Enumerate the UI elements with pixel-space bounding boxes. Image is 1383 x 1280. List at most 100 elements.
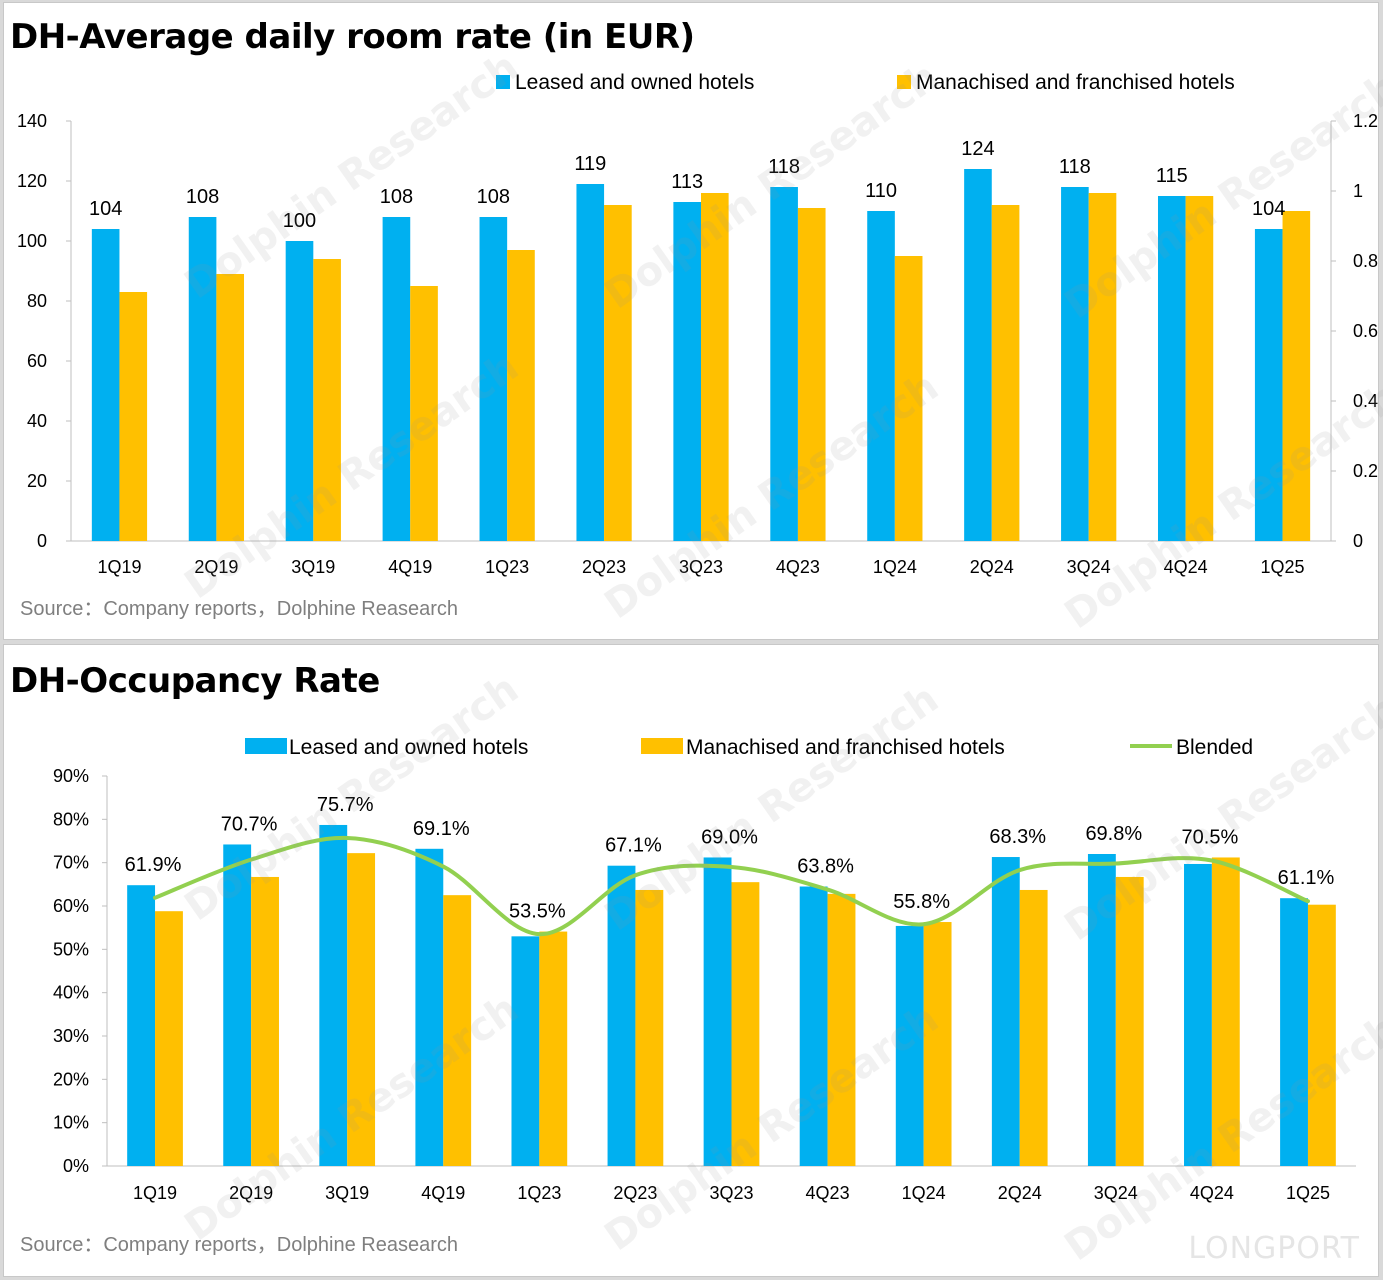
y2-tick-label: 0 — [1353, 531, 1363, 551]
y-tick-label: 80 — [27, 291, 47, 311]
data-label: 104 — [1252, 198, 1285, 220]
legend-swatch — [496, 75, 510, 89]
x-tick-label: 3Q24 — [1067, 557, 1111, 577]
legend-label: Manachised and franchised hotels — [686, 736, 1005, 759]
bar-manachised-franchised — [701, 193, 729, 541]
legend-swatch — [245, 738, 287, 754]
x-tick-label: 4Q19 — [388, 557, 432, 577]
data-label: 67.1% — [605, 835, 662, 857]
x-tick-label: 1Q24 — [873, 557, 917, 577]
x-tick-label: 4Q19 — [421, 1183, 465, 1203]
bar-manachised-franchised — [1307, 904, 1336, 1166]
x-tick-label: 1Q19 — [97, 557, 141, 577]
legend-swatch — [897, 75, 911, 89]
x-tick-label: 4Q23 — [776, 557, 820, 577]
y-tick-label: 0% — [63, 1156, 89, 1176]
bar-manachised-franchised — [731, 882, 760, 1166]
bar-manachised-franchised — [539, 931, 568, 1166]
bar-manachised-franchised — [410, 286, 438, 541]
data-label: 110 — [865, 180, 897, 202]
bar-manachised-franchised — [1115, 876, 1144, 1166]
x-tick-label: 2Q23 — [582, 557, 626, 577]
y-tick-label: 40 — [27, 411, 47, 431]
y-tick-label: 20% — [53, 1069, 89, 1089]
data-label: 53.5% — [509, 901, 566, 923]
y-tick-label: 70% — [53, 853, 89, 873]
legend-label: Blended — [1176, 736, 1253, 759]
y2-tick-label: 0.2 — [1353, 461, 1378, 481]
data-label: 69.0% — [701, 826, 758, 848]
x-tick-label: 1Q25 — [1286, 1183, 1330, 1203]
bar-leased-owned — [703, 857, 732, 1166]
data-label: 70.7% — [221, 813, 278, 835]
bar-manachised-franchised — [1185, 196, 1214, 541]
y-tick-label: 30% — [53, 1026, 89, 1046]
data-label: 69.1% — [413, 818, 470, 840]
data-label: 104 — [89, 198, 122, 220]
x-tick-label: 4Q24 — [1164, 557, 1208, 577]
data-label: 70.5% — [1182, 826, 1239, 848]
y2-tick-label: 0.8 — [1353, 251, 1378, 271]
y-tick-label: 20 — [27, 471, 47, 491]
bar-manachised-franchised — [604, 205, 632, 541]
bar-leased-owned — [479, 217, 508, 541]
blended-line — [153, 835, 1310, 937]
bar-leased-owned — [991, 857, 1020, 1166]
bar-manachised-franchised — [443, 895, 472, 1166]
x-tick-label: 1Q19 — [133, 1183, 177, 1203]
y2-tick-label: 0.4 — [1353, 391, 1378, 411]
data-label: 119 — [574, 153, 606, 175]
bar-manachised-franchised — [155, 911, 183, 1166]
bar-leased-owned — [964, 169, 992, 541]
legend-label: Leased and owned hotels — [515, 71, 754, 94]
data-label: 63.8% — [797, 856, 854, 878]
bar-manachised-franchised — [1211, 857, 1240, 1166]
x-tick-label: 2Q24 — [998, 1183, 1042, 1203]
x-tick-label: 3Q19 — [325, 1183, 369, 1203]
data-label: 75.7% — [317, 794, 374, 816]
bar-leased-owned — [319, 824, 348, 1166]
bar-leased-owned — [895, 925, 924, 1166]
x-tick-label: 1Q24 — [902, 1183, 946, 1203]
bar-manachised-franchised — [635, 889, 664, 1166]
bar-manachised-franchised — [1282, 211, 1311, 541]
y2-tick-label: 1 — [1353, 181, 1363, 201]
adr-chart-title: DH-Average daily room rate (in EUR) — [10, 17, 695, 57]
bar-leased-owned — [415, 848, 444, 1166]
bar-manachised-franchised — [119, 292, 148, 541]
x-tick-label: 3Q24 — [1094, 1183, 1138, 1203]
bar-leased-owned — [127, 885, 156, 1166]
x-tick-label: 1Q25 — [1261, 557, 1305, 577]
bar-leased-owned — [511, 936, 540, 1166]
bar-manachised-franchised — [347, 853, 376, 1166]
y-tick-label: 140 — [17, 111, 47, 131]
bar-manachised-franchised — [507, 250, 535, 541]
y-tick-label: 60% — [53, 896, 89, 916]
bar-manachised-franchised — [251, 876, 279, 1166]
data-label: 108 — [380, 186, 413, 208]
y-tick-label: 90% — [53, 766, 89, 786]
data-label: 61.9% — [125, 854, 182, 876]
x-tick-label: 2Q19 — [194, 557, 238, 577]
y2-tick-label: 1.2 — [1353, 111, 1378, 131]
bar-leased-owned — [1280, 898, 1308, 1166]
occupancy-chart-source: Source：Company reports，Dolphine Reasearc… — [20, 1234, 458, 1256]
bar-leased-owned — [91, 229, 120, 541]
bar-manachised-franchised — [1088, 193, 1117, 541]
y-tick-label: 50% — [53, 939, 89, 959]
data-label: 115 — [1156, 165, 1188, 187]
bar-leased-owned — [1157, 196, 1186, 541]
data-label: 108 — [477, 186, 510, 208]
brand-logo: LONGPORT — [1188, 1231, 1360, 1266]
data-label: 100 — [283, 210, 316, 232]
x-tick-label: 2Q24 — [970, 557, 1014, 577]
adr-chart-panel: DH-Average daily room rate (in EUR) 0 20 4… — [3, 2, 1383, 640]
x-tick-label: 1Q23 — [517, 1183, 561, 1203]
bar-leased-owned — [867, 211, 895, 541]
bar-leased-owned — [799, 886, 828, 1166]
x-tick-label: 3Q19 — [291, 557, 335, 577]
x-tick-label: 4Q23 — [806, 1183, 850, 1203]
occupancy-chart-panel: DH-Occupancy Rate 0% 10% 20% 30% 40% 50% 60% 70… — [3, 644, 1383, 1277]
x-tick-label: 2Q19 — [229, 1183, 273, 1203]
bar-leased-owned — [1061, 187, 1089, 541]
